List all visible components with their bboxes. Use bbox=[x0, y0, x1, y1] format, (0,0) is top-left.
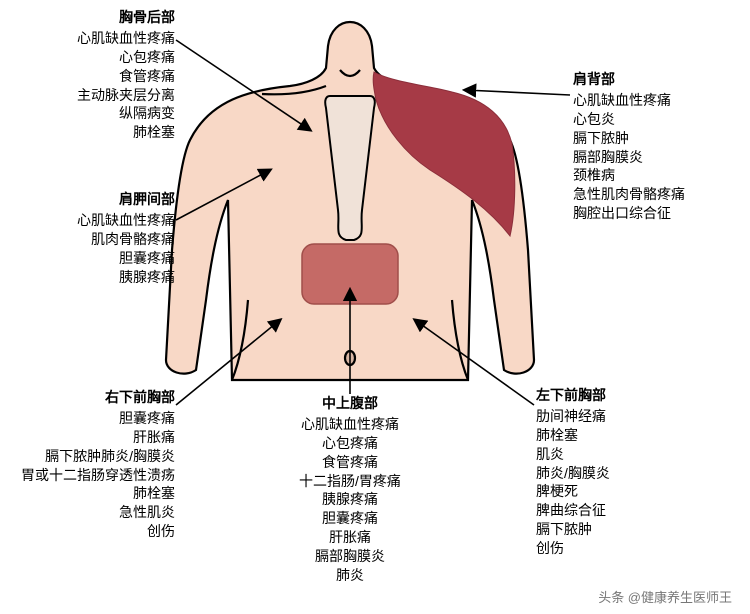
region-item: 膈下脓肿 bbox=[536, 520, 696, 539]
region-item: 肌炎 bbox=[536, 445, 696, 464]
region-item: 胰腺疼痛 bbox=[52, 268, 175, 287]
region-item: 主动脉夹层分离 bbox=[40, 86, 175, 105]
region-item: 膈部胸膜炎 bbox=[270, 547, 430, 566]
region-item: 十二指肠/胃疼痛 bbox=[270, 472, 430, 491]
region-item: 心包疼痛 bbox=[40, 48, 175, 67]
region-item: 心肌缺血性疼痛 bbox=[52, 211, 175, 230]
region-item: 肌肉骨骼疼痛 bbox=[52, 230, 175, 249]
region-item: 肺栓塞 bbox=[40, 123, 175, 142]
region-item: 心肌缺血性疼痛 bbox=[40, 29, 175, 48]
region-item: 心肌缺血性疼痛 bbox=[573, 91, 733, 110]
region-title: 左下前胸部 bbox=[536, 386, 696, 405]
footer-credit: 头条 @健康养生医师王 bbox=[598, 587, 732, 606]
region-right_lower: 右下前胸部胆囊疼痛肝胀痛膈下脓肿肺炎/胸膜炎胃或十二指肠穿透性溃疡肺栓塞急性肌炎… bbox=[12, 388, 175, 541]
region-left_lower: 左下前胸部肋间神经痛肺栓塞肌炎肺炎/胸膜炎脾梗死脾曲综合征膈下脓肿创伤 bbox=[536, 386, 696, 558]
region-item: 脾曲综合征 bbox=[536, 501, 696, 520]
region-retrosternal: 胸骨后部心肌缺血性疼痛心包疼痛食管疼痛主动脉夹层分离纵隔病变肺栓塞 bbox=[40, 8, 175, 142]
region-item: 肺栓塞 bbox=[536, 426, 696, 445]
region-item: 心包炎 bbox=[573, 110, 733, 129]
region-item: 食管疼痛 bbox=[40, 67, 175, 86]
region-item: 膈下脓肿肺炎/胸膜炎 bbox=[12, 447, 175, 466]
region-item: 胆囊疼痛 bbox=[52, 249, 175, 268]
pointer-arrow bbox=[465, 90, 570, 95]
region-item: 食管疼痛 bbox=[270, 453, 430, 472]
region-item: 胰腺疼痛 bbox=[270, 490, 430, 509]
region-item: 肝胀痛 bbox=[12, 428, 175, 447]
region-item: 肝胀痛 bbox=[270, 528, 430, 547]
region-title: 右下前胸部 bbox=[12, 388, 175, 407]
region-item: 纵隔病变 bbox=[40, 104, 175, 123]
region-item: 膈部胸膜炎 bbox=[573, 148, 733, 167]
region-item: 胆囊疼痛 bbox=[12, 409, 175, 428]
region-title: 肩胛间部 bbox=[52, 190, 175, 209]
region-item: 肺栓塞 bbox=[12, 484, 175, 503]
region-item: 胸腔出口综合征 bbox=[573, 204, 733, 223]
region-item: 肋间神经痛 bbox=[536, 407, 696, 426]
region-item: 急性肌炎 bbox=[12, 503, 175, 522]
region-title: 肩背部 bbox=[573, 70, 733, 89]
region-item: 心包疼痛 bbox=[270, 434, 430, 453]
region-item: 脾梗死 bbox=[536, 482, 696, 501]
region-item: 胆囊疼痛 bbox=[270, 509, 430, 528]
region-item: 肺炎 bbox=[270, 566, 430, 585]
region-item: 心肌缺血性疼痛 bbox=[270, 415, 430, 434]
region-title: 中上腹部 bbox=[270, 394, 430, 413]
region-item: 膈下脓肿 bbox=[573, 129, 733, 148]
region-item: 肺炎/胸膜炎 bbox=[536, 464, 696, 483]
region-item: 创伤 bbox=[536, 539, 696, 558]
region-shoulder: 肩背部心肌缺血性疼痛心包炎膈下脓肿膈部胸膜炎颈椎病急性肌肉骨骼疼痛胸腔出口综合征 bbox=[573, 70, 733, 223]
region-interscapular: 肩胛间部心肌缺血性疼痛肌肉骨骼疼痛胆囊疼痛胰腺疼痛 bbox=[52, 190, 175, 286]
region-epigastric: 中上腹部心肌缺血性疼痛心包疼痛食管疼痛十二指肠/胃疼痛胰腺疼痛胆囊疼痛肝胀痛膈部… bbox=[270, 394, 430, 585]
region-item: 胃或十二指肠穿透性溃疡 bbox=[12, 466, 175, 485]
region-item: 急性肌肉骨骼疼痛 bbox=[573, 185, 733, 204]
region-title: 胸骨后部 bbox=[40, 8, 175, 27]
region-item: 颈椎病 bbox=[573, 166, 733, 185]
region-item: 创伤 bbox=[12, 522, 175, 541]
